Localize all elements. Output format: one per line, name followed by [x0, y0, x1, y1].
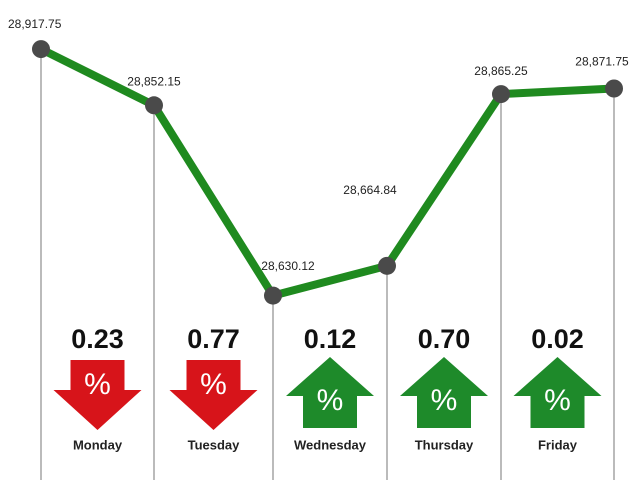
percent-sign: % — [544, 384, 571, 417]
percent-sign: % — [431, 384, 458, 417]
value-label: 28,871.75 — [575, 55, 629, 69]
value-label: 28,865.25 — [474, 64, 528, 78]
percent-sign: % — [317, 384, 344, 417]
value-label: 28,630.12 — [261, 259, 315, 273]
point — [264, 286, 282, 305]
change-value: 0.70 — [418, 324, 471, 354]
point — [492, 85, 510, 104]
value-label: 28,852.15 — [127, 74, 181, 88]
day-label: Monday — [73, 437, 123, 452]
change-value: 0.12 — [304, 324, 357, 354]
change-arrow — [53, 360, 142, 430]
index-line — [39, 45, 615, 300]
change-value: 0.02 — [531, 324, 584, 354]
day-label: Thursday — [415, 437, 474, 452]
change-value: 0.77 — [187, 324, 240, 354]
point — [32, 40, 50, 59]
point — [145, 96, 163, 115]
change-arrow — [400, 357, 488, 428]
value-label: 28,664.84 — [343, 183, 397, 197]
day-label: Wednesday — [294, 437, 367, 452]
change-arrow — [513, 357, 602, 428]
change-value: 0.23 — [71, 324, 124, 354]
percent-sign: % — [200, 368, 227, 401]
day-label: Friday — [538, 437, 578, 452]
percent-sign: % — [84, 368, 111, 401]
point — [605, 79, 623, 98]
point — [378, 256, 396, 275]
change-arrow — [169, 360, 258, 430]
change-arrow — [286, 357, 374, 428]
value-label: 28,917.75 — [8, 17, 62, 31]
day-label: Tuesday — [188, 437, 241, 452]
